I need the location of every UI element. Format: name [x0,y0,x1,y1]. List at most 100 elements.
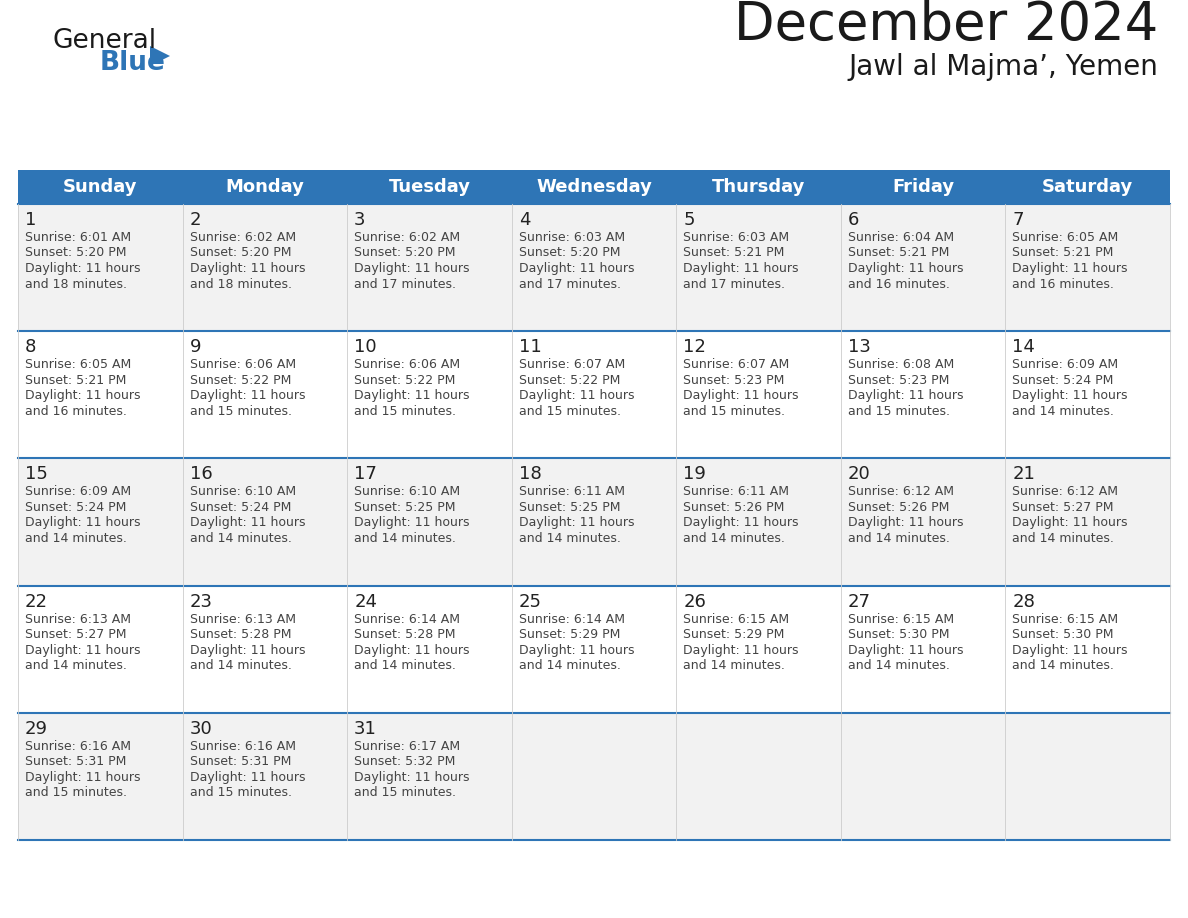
Text: Sunrise: 6:01 AM: Sunrise: 6:01 AM [25,231,131,244]
Bar [18,170,1170,204]
Text: Sunrise: 6:02 AM: Sunrise: 6:02 AM [190,231,296,244]
Text: Sunrise: 6:14 AM: Sunrise: 6:14 AM [354,612,460,625]
Text: 19: 19 [683,465,706,484]
Text: Sunset: 5:29 PM: Sunset: 5:29 PM [683,628,784,641]
Text: Sunset: 5:29 PM: Sunset: 5:29 PM [519,628,620,641]
Text: and 15 minutes.: and 15 minutes. [190,787,291,800]
Text: Sunset: 5:20 PM: Sunset: 5:20 PM [519,247,620,260]
Text: 15: 15 [25,465,48,484]
Text: 14: 14 [1012,338,1035,356]
Text: Sunrise: 6:15 AM: Sunrise: 6:15 AM [683,612,789,625]
Text: Saturday: Saturday [1042,178,1133,196]
Text: Daylight: 11 hours: Daylight: 11 hours [683,517,798,530]
Text: Daylight: 11 hours: Daylight: 11 hours [519,644,634,656]
Text: Sunset: 5:24 PM: Sunset: 5:24 PM [25,501,126,514]
Text: Sunset: 5:30 PM: Sunset: 5:30 PM [848,628,949,641]
Text: and 16 minutes.: and 16 minutes. [25,405,127,418]
Text: Sunset: 5:20 PM: Sunset: 5:20 PM [190,247,291,260]
Text: Daylight: 11 hours: Daylight: 11 hours [848,644,963,656]
Text: 26: 26 [683,593,706,610]
Text: Sunrise: 6:13 AM: Sunrise: 6:13 AM [190,612,296,625]
Text: and 14 minutes.: and 14 minutes. [354,532,456,545]
Text: Daylight: 11 hours: Daylight: 11 hours [190,262,305,275]
Text: and 14 minutes.: and 14 minutes. [519,659,620,672]
Text: 12: 12 [683,338,706,356]
Text: Daylight: 11 hours: Daylight: 11 hours [1012,389,1127,402]
Text: 7: 7 [1012,211,1024,229]
Text: Sunset: 5:28 PM: Sunset: 5:28 PM [190,628,291,641]
Text: Sunset: 5:20 PM: Sunset: 5:20 PM [25,247,126,260]
Text: Daylight: 11 hours: Daylight: 11 hours [354,262,469,275]
Text: Daylight: 11 hours: Daylight: 11 hours [25,644,140,656]
Text: 8: 8 [25,338,37,356]
Text: Daylight: 11 hours: Daylight: 11 hours [354,644,469,656]
Bar [18,712,1170,840]
Text: 2: 2 [190,211,201,229]
Text: Daylight: 11 hours: Daylight: 11 hours [354,771,469,784]
Text: Sunset: 5:31 PM: Sunset: 5:31 PM [190,756,291,768]
Text: Sunrise: 6:11 AM: Sunrise: 6:11 AM [519,486,625,498]
Text: Sunrise: 6:06 AM: Sunrise: 6:06 AM [190,358,296,371]
Text: Sunrise: 6:10 AM: Sunrise: 6:10 AM [190,486,296,498]
Text: and 16 minutes.: and 16 minutes. [848,277,949,290]
Bar [18,204,1170,331]
Text: Sunrise: 6:06 AM: Sunrise: 6:06 AM [354,358,460,371]
Text: and 14 minutes.: and 14 minutes. [25,659,127,672]
Text: 25: 25 [519,593,542,610]
Text: Sunset: 5:22 PM: Sunset: 5:22 PM [190,374,291,386]
Text: Sunset: 5:21 PM: Sunset: 5:21 PM [25,374,126,386]
Text: Sunrise: 6:12 AM: Sunrise: 6:12 AM [1012,486,1118,498]
Text: Sunrise: 6:07 AM: Sunrise: 6:07 AM [519,358,625,371]
Text: and 14 minutes.: and 14 minutes. [519,532,620,545]
Text: and 14 minutes.: and 14 minutes. [190,532,291,545]
Text: and 15 minutes.: and 15 minutes. [25,787,127,800]
Text: Daylight: 11 hours: Daylight: 11 hours [519,389,634,402]
Text: Jawl al Majma’, Yemen: Jawl al Majma’, Yemen [848,53,1158,81]
Text: Sunrise: 6:15 AM: Sunrise: 6:15 AM [848,612,954,625]
Text: Sunset: 5:24 PM: Sunset: 5:24 PM [190,501,291,514]
Text: and 14 minutes.: and 14 minutes. [25,532,127,545]
Text: and 15 minutes.: and 15 minutes. [848,405,950,418]
Text: Daylight: 11 hours: Daylight: 11 hours [848,389,963,402]
Text: 30: 30 [190,720,213,738]
Text: Wednesday: Wednesday [536,178,652,196]
Text: Sunset: 5:20 PM: Sunset: 5:20 PM [354,247,456,260]
Text: Sunset: 5:26 PM: Sunset: 5:26 PM [683,501,784,514]
Text: Sunset: 5:26 PM: Sunset: 5:26 PM [848,501,949,514]
Text: Sunrise: 6:08 AM: Sunrise: 6:08 AM [848,358,954,371]
Text: Sunset: 5:25 PM: Sunset: 5:25 PM [354,501,456,514]
Text: and 17 minutes.: and 17 minutes. [683,277,785,290]
Text: Daylight: 11 hours: Daylight: 11 hours [25,517,140,530]
Text: Sunset: 5:25 PM: Sunset: 5:25 PM [519,501,620,514]
Text: Sunrise: 6:14 AM: Sunrise: 6:14 AM [519,612,625,625]
Text: Sunrise: 6:05 AM: Sunrise: 6:05 AM [25,358,131,371]
Text: Sunset: 5:32 PM: Sunset: 5:32 PM [354,756,455,768]
Text: Sunrise: 6:09 AM: Sunrise: 6:09 AM [1012,358,1119,371]
Text: Sunrise: 6:04 AM: Sunrise: 6:04 AM [848,231,954,244]
Text: Daylight: 11 hours: Daylight: 11 hours [1012,644,1127,656]
Text: Daylight: 11 hours: Daylight: 11 hours [1012,517,1127,530]
Text: and 15 minutes.: and 15 minutes. [354,405,456,418]
Text: 21: 21 [1012,465,1035,484]
Text: and 15 minutes.: and 15 minutes. [683,405,785,418]
Text: Daylight: 11 hours: Daylight: 11 hours [683,262,798,275]
Text: and 14 minutes.: and 14 minutes. [1012,659,1114,672]
Text: Monday: Monday [226,178,304,196]
Bar [18,458,1170,586]
Text: 31: 31 [354,720,377,738]
Text: Tuesday: Tuesday [388,178,470,196]
Text: Daylight: 11 hours: Daylight: 11 hours [25,389,140,402]
Text: and 15 minutes.: and 15 minutes. [190,405,291,418]
Text: Daylight: 11 hours: Daylight: 11 hours [683,389,798,402]
Text: Sunset: 5:31 PM: Sunset: 5:31 PM [25,756,126,768]
Text: and 14 minutes.: and 14 minutes. [683,532,785,545]
Text: 1: 1 [25,211,37,229]
Text: Sunset: 5:22 PM: Sunset: 5:22 PM [354,374,455,386]
Text: 28: 28 [1012,593,1035,610]
Text: Sunset: 5:30 PM: Sunset: 5:30 PM [1012,628,1114,641]
Text: Sunset: 5:23 PM: Sunset: 5:23 PM [848,374,949,386]
Text: 16: 16 [190,465,213,484]
Text: Friday: Friday [892,178,954,196]
Text: Daylight: 11 hours: Daylight: 11 hours [1012,262,1127,275]
Text: 29: 29 [25,720,48,738]
